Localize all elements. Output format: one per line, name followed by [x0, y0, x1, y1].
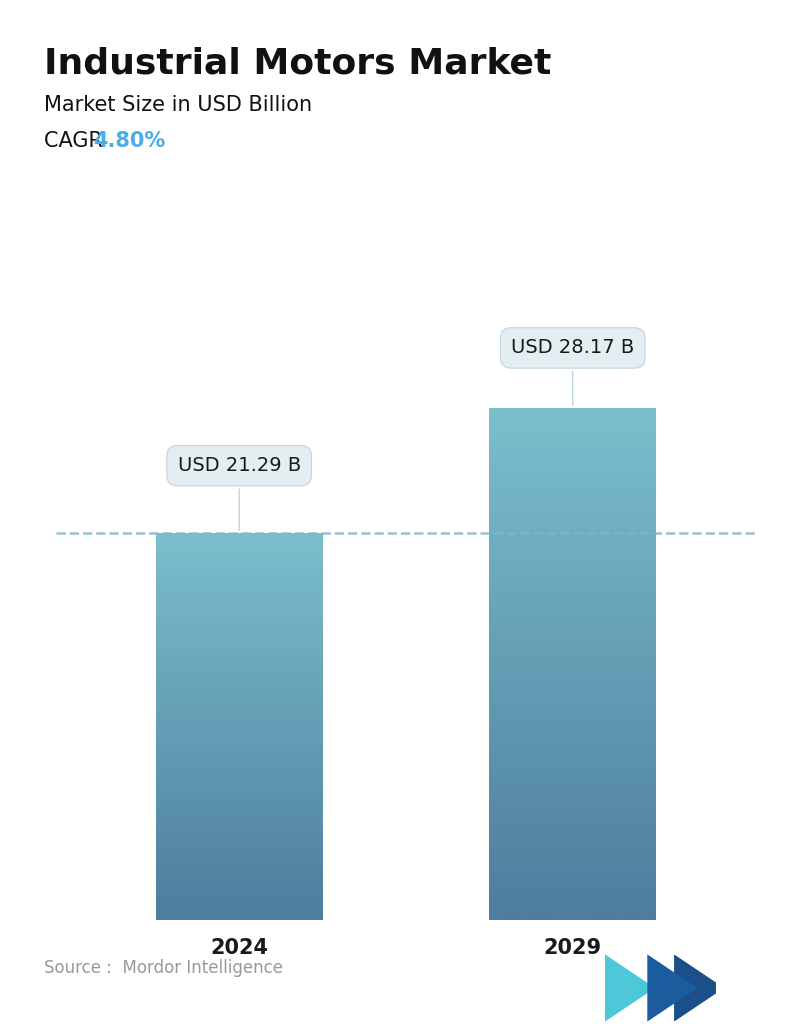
- Text: CAGR: CAGR: [44, 131, 109, 151]
- Polygon shape: [605, 954, 655, 1022]
- Text: 4.80%: 4.80%: [93, 131, 166, 151]
- Text: 2024: 2024: [210, 939, 268, 959]
- Text: Industrial Motors Market: Industrial Motors Market: [44, 47, 551, 81]
- Text: USD 21.29 B: USD 21.29 B: [178, 456, 301, 530]
- Polygon shape: [674, 954, 724, 1022]
- Polygon shape: [647, 954, 697, 1022]
- Text: USD 28.17 B: USD 28.17 B: [511, 338, 634, 405]
- Text: Source :  Mordor Intelligence: Source : Mordor Intelligence: [44, 960, 283, 977]
- Text: 2029: 2029: [544, 939, 602, 959]
- Text: Market Size in USD Billion: Market Size in USD Billion: [44, 95, 312, 115]
